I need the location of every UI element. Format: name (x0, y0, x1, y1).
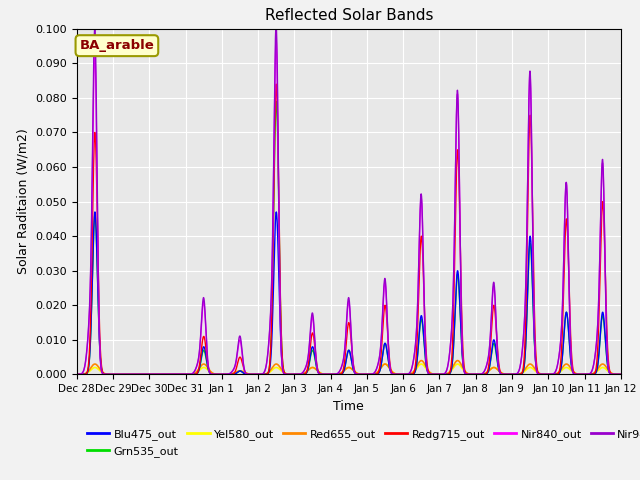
X-axis label: Time: Time (333, 400, 364, 413)
Y-axis label: Solar Raditaion (W/m2): Solar Raditaion (W/m2) (17, 129, 30, 275)
Title: Reflected Solar Bands: Reflected Solar Bands (264, 9, 433, 24)
Legend: Blu475_out, Grn535_out, Yel580_out, Red655_out, Redg715_out, Nir840_out, Nir945_: Blu475_out, Grn535_out, Yel580_out, Red6… (83, 425, 640, 461)
Text: BA_arable: BA_arable (79, 39, 154, 52)
